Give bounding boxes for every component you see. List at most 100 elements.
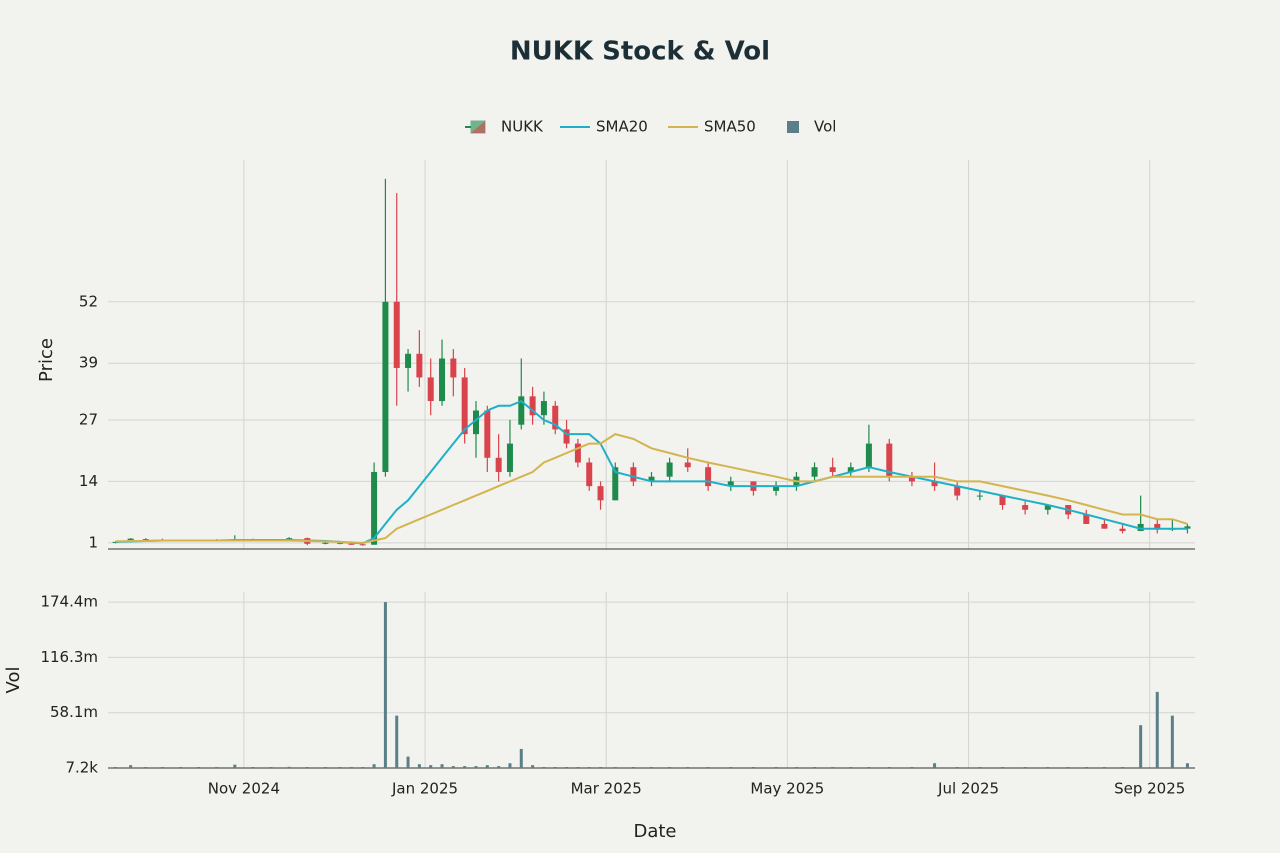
volume-bar — [215, 767, 219, 768]
candle-body — [382, 301, 389, 472]
volume-bar — [463, 766, 467, 768]
volume-bar — [1084, 767, 1088, 768]
x-tick-label: Jan 2025 — [391, 780, 458, 798]
x-tick-label: Jul 2025 — [937, 780, 999, 798]
x-tick-label: Mar 2025 — [571, 780, 642, 798]
volume-bar — [1121, 767, 1125, 768]
y-tick-label: 52 — [79, 292, 98, 310]
volume-bar — [706, 767, 710, 768]
volume-bar — [1170, 715, 1174, 768]
candle-body — [999, 495, 1006, 506]
candle-body — [648, 476, 655, 482]
volume-bar — [576, 767, 580, 768]
volume-bar — [406, 756, 410, 768]
candle-body — [705, 467, 712, 487]
volume-bar — [955, 767, 959, 768]
candle-body — [1044, 505, 1051, 510]
candle-body — [495, 457, 502, 472]
volume-bar — [1102, 767, 1106, 768]
candle-body — [322, 542, 329, 544]
candle-body — [518, 396, 525, 425]
legend-label: Vol — [814, 118, 836, 136]
volume-bar — [794, 767, 798, 768]
volume-bar — [887, 767, 891, 768]
volume-bar — [338, 767, 342, 768]
legend-label: SMA20 — [596, 118, 648, 136]
volume-bar — [372, 764, 376, 768]
volume-bar — [1185, 763, 1189, 768]
candle-body — [1119, 528, 1126, 532]
candle-body — [540, 401, 547, 416]
legend-label: SMA50 — [704, 118, 756, 136]
volume-bar — [251, 767, 255, 768]
volume-bar — [1023, 767, 1027, 768]
y2-tick-label: 58.1m — [50, 703, 98, 721]
volume-bar — [631, 767, 635, 768]
candle-body — [684, 462, 691, 468]
candle-body — [506, 443, 513, 472]
candle-body — [563, 429, 570, 444]
volume-bar — [565, 767, 569, 768]
candle-body — [416, 353, 423, 378]
volume-bar — [542, 767, 546, 768]
volume-bar — [553, 767, 557, 768]
candle-body — [337, 542, 344, 544]
volume-bar — [849, 767, 853, 768]
y-axis-title: Price — [36, 338, 57, 382]
volume-bar — [1139, 725, 1143, 768]
volume-bar — [287, 766, 291, 768]
candle-body — [829, 467, 836, 472]
volume-bar — [978, 767, 982, 768]
volume-bar — [933, 763, 937, 768]
y-tick-label: 27 — [79, 410, 98, 428]
candle-body — [393, 301, 400, 368]
candle-body — [484, 410, 491, 458]
volume-bar — [1066, 767, 1070, 768]
candle-body — [727, 481, 734, 487]
x-tick-label: Nov 2024 — [208, 780, 280, 798]
x-axis-title: Date — [633, 821, 676, 842]
y2-tick-label: 116.3m — [40, 648, 98, 666]
volume-bar — [114, 767, 118, 768]
y2-tick-label: 7.2k — [65, 759, 98, 777]
candle-body — [461, 377, 468, 435]
volume-bar — [1001, 767, 1005, 768]
volume-bar — [440, 764, 444, 768]
candle-body — [359, 544, 366, 546]
volume-bar — [129, 765, 133, 768]
candle-body — [472, 410, 479, 435]
volume-bar — [774, 767, 778, 768]
volume-bar — [269, 767, 273, 768]
volume-bar — [599, 767, 603, 768]
candle-body — [1083, 514, 1090, 524]
volume-bar — [1046, 767, 1050, 768]
candle-body — [439, 358, 446, 402]
volume-bar — [751, 767, 755, 768]
volume-bar — [197, 767, 201, 768]
volume-bar — [160, 767, 164, 768]
candle-body — [954, 486, 961, 496]
volume-bar — [587, 767, 591, 768]
candle-body — [773, 486, 780, 491]
chart-title: NUKK Stock & Vol — [510, 37, 770, 67]
candle-body — [552, 405, 559, 430]
candle-body — [612, 467, 619, 501]
volume-bar — [613, 767, 617, 768]
legend-label: NUKK — [501, 118, 544, 136]
candle-body — [405, 353, 412, 368]
volume-bar — [668, 767, 672, 768]
volume-bar — [508, 763, 512, 768]
candle-body — [427, 377, 434, 402]
sma-line — [115, 433, 1188, 544]
candle-body — [450, 358, 457, 378]
candle-body — [811, 467, 818, 477]
candle-body — [886, 443, 893, 477]
candle-body — [630, 467, 637, 482]
candle-body — [1154, 523, 1161, 529]
volume-bar — [178, 767, 182, 768]
candle-body — [1022, 505, 1029, 510]
candle-body — [1137, 523, 1144, 532]
candle-body — [529, 396, 536, 416]
